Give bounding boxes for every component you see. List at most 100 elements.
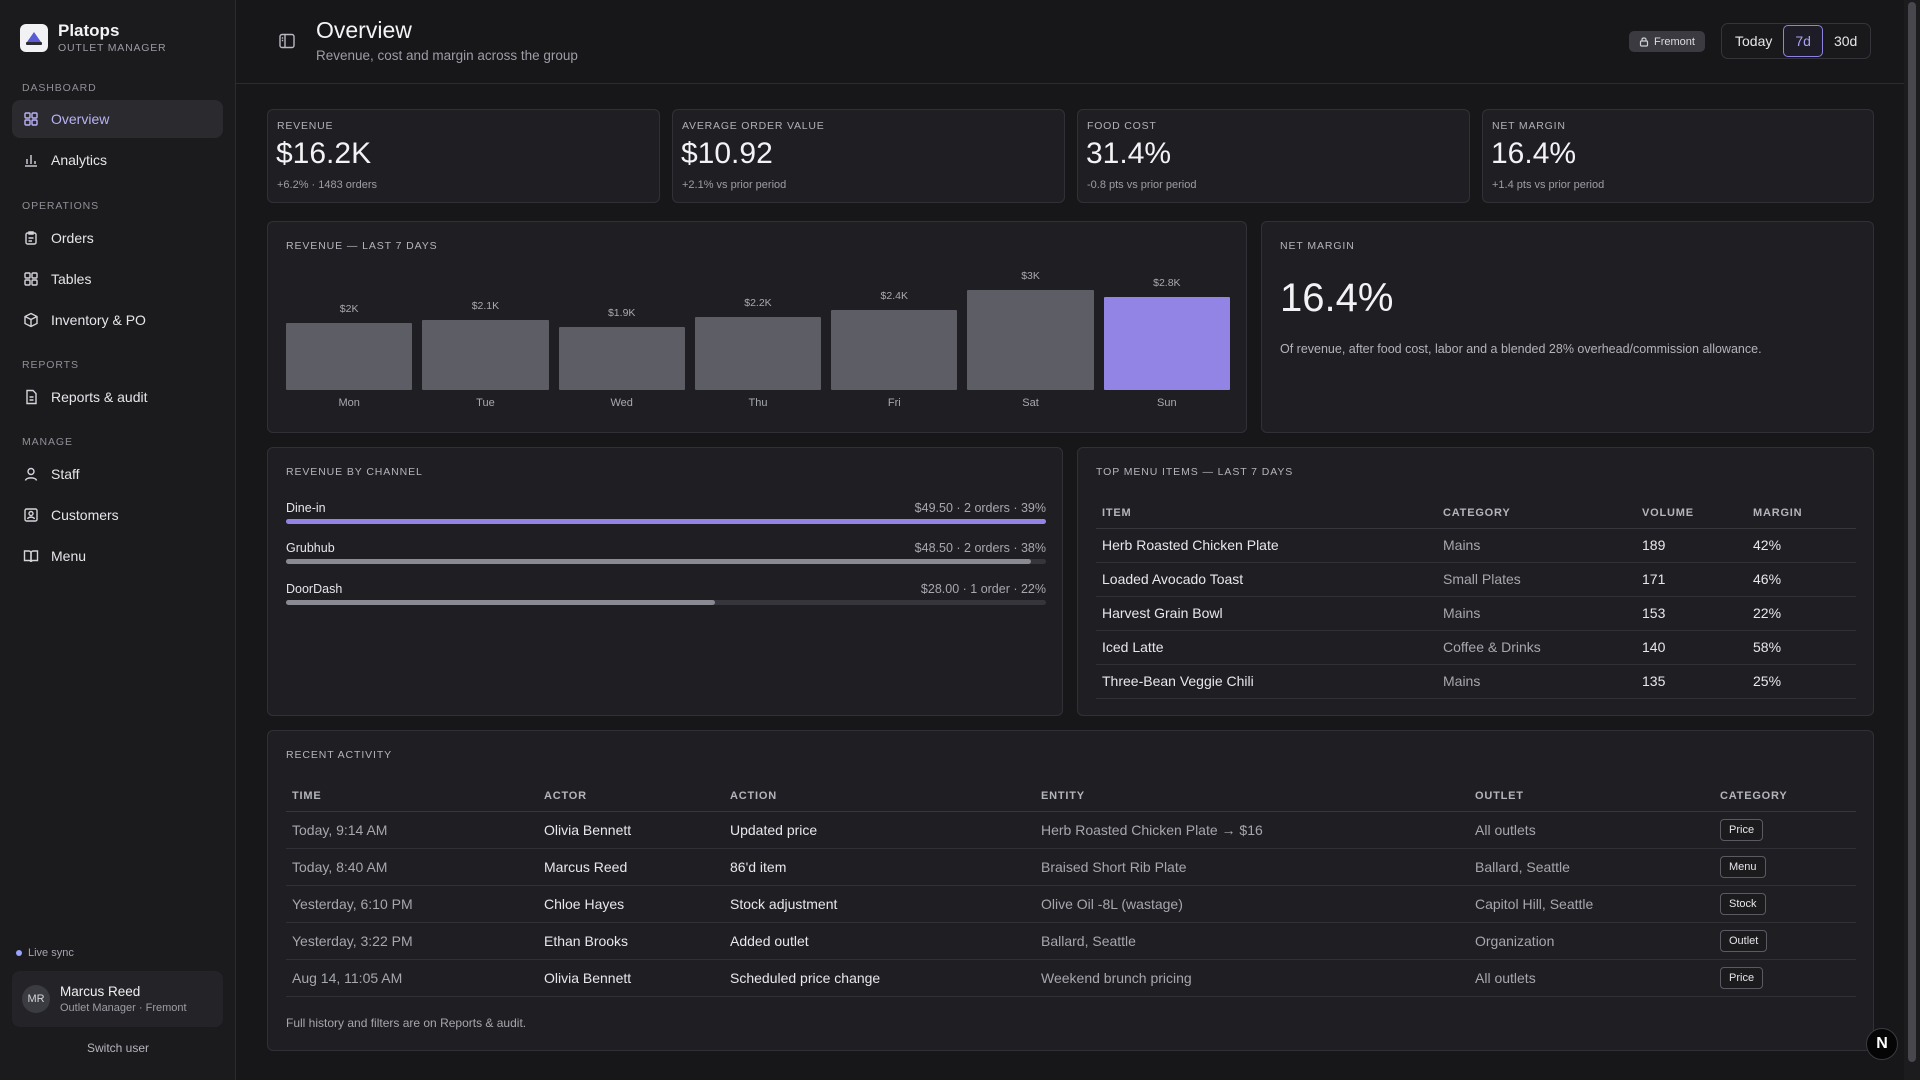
channel-name: DoorDash	[286, 582, 343, 596]
range-7d-button[interactable]: 7d	[1783, 25, 1823, 57]
scrollbar-thumb[interactable]	[1908, 2, 1916, 1062]
brand[interactable]: Platops OUTLET MANAGER	[20, 22, 166, 54]
column-header[interactable]: ITEM	[1096, 498, 1437, 529]
kpi-value: $10.92	[681, 137, 773, 170]
sidebar-item-overview[interactable]: Overview	[12, 100, 223, 138]
channel-fill	[286, 600, 716, 605]
table-cell: 58%	[1747, 630, 1856, 665]
table-cell: Weekend brunch pricing	[1035, 959, 1469, 997]
revenue-bar[interactable]	[1103, 296, 1230, 390]
channel-track	[286, 559, 1046, 564]
table-row[interactable]: Iced Latte Coffee & Drinks 140 58%	[1096, 630, 1856, 665]
sidebar: Platops OUTLET MANAGER DASHBOARD Overvie…	[0, 0, 236, 1080]
table-cell: 22%	[1747, 596, 1856, 631]
table-row[interactable]: Aug 14, 11:05 AM Olivia Bennett Scheduled …	[286, 959, 1856, 997]
recent-activity-card: RECENT ACTIVITY TIME ACTOR ACTION ENTITY…	[267, 730, 1874, 1051]
sidebar-item-label: Menu	[51, 548, 87, 564]
table-cell: Mains	[1437, 596, 1636, 631]
clipboard-icon	[25, 231, 37, 245]
sidebar-item-staff[interactable]: Staff	[12, 455, 223, 493]
table-cell: Updated price	[724, 811, 1035, 849]
sidebar-item-orders[interactable]: Orders	[12, 219, 223, 257]
table-cell: Olive Oil -8L (wastage)	[1035, 885, 1469, 923]
sidebar-toggle-icon[interactable]	[278, 32, 296, 50]
table-row[interactable]: Loaded Avocado Toast Small Plates 171 46%	[1096, 562, 1856, 597]
column-header[interactable]: CATEGORY	[1437, 498, 1636, 529]
table-cell: Herb Roasted Chicken Plate	[1096, 528, 1437, 563]
column-header[interactable]: ENTITY	[1035, 781, 1469, 812]
range-today-button[interactable]: Today	[1735, 33, 1773, 49]
table-cell: Small Plates	[1437, 562, 1636, 597]
channel-fill	[286, 559, 1031, 564]
category-badge[interactable]: Outlet	[1720, 929, 1768, 952]
sidebar-item-label: Inventory & PO	[51, 312, 146, 328]
table-cell: Price	[1714, 959, 1856, 997]
table-row[interactable]: Today, 9:14 AM Olivia Bennett Updated pric…	[286, 811, 1856, 849]
table-row[interactable]: Three-Bean Veggie Chili Mains 135 25%	[1096, 664, 1856, 699]
bar-category-label: Sun	[1157, 397, 1177, 409]
book-icon	[23, 550, 39, 563]
column-header[interactable]: ACTOR	[538, 781, 724, 812]
page-subtitle: Revenue, cost and margin across the grou…	[316, 48, 578, 63]
revenue-bar[interactable]	[558, 326, 685, 390]
revenue-bar[interactable]	[831, 310, 958, 390]
revenue-bar[interactable]	[422, 320, 549, 390]
category-badge[interactable]: Price	[1720, 966, 1764, 989]
channel-name: Grubhub	[286, 541, 335, 555]
revenue-bar[interactable]	[286, 323, 413, 390]
category-badge[interactable]: Price	[1720, 818, 1764, 841]
table-cell: Aug 14, 11:05 AM	[286, 959, 538, 997]
category-badge[interactable]: Stock	[1720, 892, 1766, 915]
sidebar-item-reports[interactable]: Reports & audit	[12, 378, 223, 416]
user-card[interactable]: MR Marcus Reed Outlet Manager · Fremont	[12, 971, 223, 1027]
channel-track	[286, 600, 1046, 605]
sidebar-item-label: Customers	[51, 507, 119, 523]
table-cell: Coffee & Drinks	[1437, 630, 1636, 665]
brand-subtitle: OUTLET MANAGER	[58, 42, 167, 54]
table-cell: Ballard, Seattle	[1035, 922, 1469, 960]
file-icon	[26, 389, 37, 405]
table-header-row: TIME ACTOR ACTION ENTITY OUTLET CATEGORY	[286, 781, 1856, 812]
table-cell: Harvest Grain Bowl	[1096, 596, 1437, 631]
floating-action-button[interactable]: N	[1866, 1028, 1898, 1060]
column-header[interactable]: ACTION	[724, 781, 1035, 812]
column-header[interactable]: MARGIN	[1747, 498, 1856, 529]
contact-icon	[24, 508, 38, 522]
page-title: Overview	[316, 17, 412, 43]
table-row[interactable]: Today, 8:40 AM Marcus Reed 86'd item Braise…	[286, 848, 1856, 886]
bar-value-label: $2.4K	[880, 290, 908, 302]
table-row[interactable]: Yesterday, 3:22 PM Ethan Brooks Added outl…	[286, 922, 1856, 960]
sidebar-item-tables[interactable]: Tables	[12, 260, 223, 298]
net-margin-title: NET MARGIN	[1280, 240, 1355, 252]
switch-user-button[interactable]: Switch user	[86, 1041, 150, 1055]
bar-value-label: $2K	[339, 303, 359, 316]
column-header[interactable]: OUTLET	[1469, 781, 1714, 812]
column-header[interactable]: CATEGORY	[1714, 781, 1856, 812]
sidebar-item-analytics[interactable]: Analytics	[12, 141, 223, 179]
channel-name: Dine-in	[286, 501, 326, 515]
column-header[interactable]: TIME	[286, 781, 538, 812]
sidebar-item-menu[interactable]: Menu	[12, 537, 223, 575]
kpi-label: REVENUE	[277, 120, 334, 132]
outlet-badge[interactable]: Fremont	[1629, 31, 1705, 52]
table-cell: All outlets	[1469, 811, 1714, 849]
header: Overview Revenue, cost and margin across…	[236, 0, 1904, 84]
bar-category-label: Tue	[476, 397, 495, 409]
table-row[interactable]: Harvest Grain Bowl Mains 153 22%	[1096, 596, 1856, 631]
net-margin-value: 16.4%	[1280, 276, 1394, 320]
table-row[interactable]: Herb Roasted Chicken Plate Mains 189 42%	[1096, 528, 1856, 563]
activity-footnote: Full history and filters are on Reports …	[286, 1016, 527, 1030]
page-scrollbar[interactable]	[1904, 0, 1920, 1080]
table-row[interactable]: Yesterday, 6:10 PM Chloe Hayes Stock adjus…	[286, 885, 1856, 923]
category-badge[interactable]: Menu	[1720, 855, 1766, 878]
sidebar-item-customers[interactable]: Customers	[12, 496, 223, 534]
table-cell: Olivia Bennett	[538, 959, 724, 997]
column-header[interactable]: VOLUME	[1636, 498, 1747, 529]
sidebar-item-inventory[interactable]: Inventory & PO	[12, 301, 223, 339]
table-cell: 140	[1636, 630, 1747, 665]
range-30d-button[interactable]: 30d	[1833, 33, 1858, 49]
bar-value-label: $2.8K	[1153, 276, 1181, 289]
top-menu-items-card: TOP MENU ITEMS — LAST 7 DAYS ITEM CATEGO…	[1077, 447, 1874, 716]
revenue-bar[interactable]	[967, 290, 1094, 390]
revenue-bar[interactable]	[694, 316, 822, 390]
